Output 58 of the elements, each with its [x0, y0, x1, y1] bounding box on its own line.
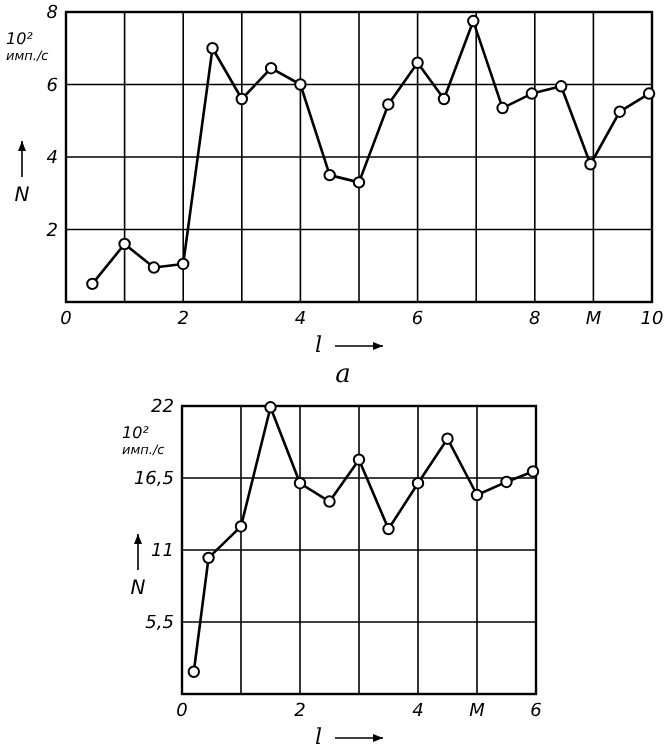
point: [584, 158, 597, 171]
point: [642, 87, 656, 100]
point: [264, 401, 277, 414]
point: [86, 277, 99, 291]
x-tick-label: 6: [411, 310, 424, 330]
x-axis-title: l: [315, 724, 323, 748]
x-tick-label: 2: [294, 702, 307, 722]
x-axis-title: l: [315, 332, 323, 358]
x-tick-label: 2: [177, 310, 190, 330]
point: [352, 453, 366, 466]
x-tick-label: 4: [412, 702, 425, 722]
point: [177, 257, 190, 271]
point: [470, 488, 484, 502]
y-tick-label: 8: [46, 4, 59, 24]
x-tick-label: 10: [640, 310, 664, 330]
point: [382, 98, 395, 111]
point: [411, 477, 425, 490]
y-tick-label: 6: [46, 76, 59, 97]
point: [323, 168, 336, 182]
point: [352, 176, 366, 189]
x-tick-label: 0: [60, 310, 73, 330]
y-tick-label: 11: [151, 542, 174, 562]
x-tick-label: 8: [529, 310, 542, 330]
x-tick-label: M: [469, 702, 486, 722]
y-tick-label: 5,5: [145, 614, 175, 634]
point: [206, 42, 219, 55]
x-tick-label: 0: [176, 702, 189, 722]
point: [411, 56, 424, 69]
point: [467, 14, 480, 28]
point: [441, 432, 454, 445]
y-axis-title: N: [130, 578, 147, 600]
point: [554, 80, 568, 93]
point: [294, 78, 307, 91]
x-tick-label: M: [585, 310, 602, 330]
point: [500, 475, 513, 489]
text: a: [335, 360, 351, 390]
point: [147, 261, 161, 274]
point: [526, 465, 540, 478]
point: [293, 477, 307, 490]
point: [264, 61, 278, 75]
point: [234, 520, 248, 533]
point: [187, 665, 200, 678]
y-tick-label: 16,5: [133, 470, 175, 490]
y-tick-label: 2: [46, 221, 59, 242]
point: [613, 105, 626, 118]
point: [382, 522, 395, 536]
y-tick-label: 22: [151, 398, 175, 418]
x-tick-label: 4: [294, 310, 307, 330]
point: [118, 237, 131, 251]
point: [235, 92, 248, 106]
y-axis-title: N: [14, 185, 31, 207]
point: [437, 92, 451, 106]
point: [202, 551, 215, 565]
y-tick-label: 4: [46, 149, 59, 169]
point: [525, 87, 539, 100]
x-tick-label: 6: [530, 702, 543, 722]
point: [496, 101, 509, 115]
point: [323, 495, 336, 508]
